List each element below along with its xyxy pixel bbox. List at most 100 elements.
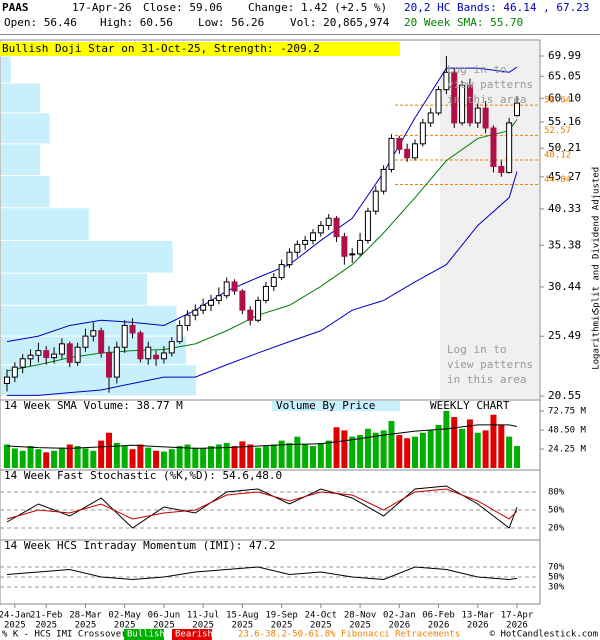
candle-body <box>106 352 112 378</box>
candle-body <box>223 281 230 297</box>
candle-body <box>396 137 403 150</box>
y-tick-label: 45.27 <box>548 170 581 183</box>
volume-bar <box>388 420 395 468</box>
separator <box>0 34 600 35</box>
x-tick-label: 06-Feb <box>422 611 455 621</box>
candle-body <box>90 330 97 337</box>
volume-by-price-bar <box>1 113 50 144</box>
x-tick-label: 17-Apr <box>501 611 534 621</box>
y-tick-label: 65.05 <box>548 69 581 82</box>
imi-line <box>6 566 518 581</box>
y-tick-label: 24.25 M <box>548 445 587 455</box>
bullish-box <box>124 629 164 640</box>
volume-bar <box>113 442 120 468</box>
open: Open: 56.46 <box>4 16 77 29</box>
volume-bar <box>11 448 18 468</box>
pattern-box <box>0 42 400 56</box>
change: Change: 1.42 (+2.5 %) <box>248 1 387 14</box>
volume-bar <box>364 428 371 468</box>
volume-bar <box>302 444 309 468</box>
bearish: Bearish <box>175 630 213 640</box>
volume-bar <box>490 414 497 468</box>
x-tick-year: 2026 <box>388 621 410 631</box>
volume-bar <box>262 446 269 468</box>
volume-bar <box>294 436 301 468</box>
candle-body <box>43 350 50 359</box>
volume-bar <box>168 449 175 468</box>
volume-bar <box>239 441 246 468</box>
volume-bar <box>341 430 348 468</box>
x-tick-year: 2025 <box>114 621 136 631</box>
volume-bar <box>380 430 387 468</box>
bearish-box <box>172 629 212 640</box>
fibonacci-label: 44.04 <box>544 175 571 185</box>
x-tick-year: 2025 <box>35 621 57 631</box>
symbol: PAAS <box>2 1 29 14</box>
candle-body <box>404 148 411 159</box>
y-tick-label: 20% <box>548 524 565 534</box>
volume-bar <box>514 446 520 468</box>
candle-body <box>302 239 309 245</box>
x-tick-year: 2025 <box>310 621 332 631</box>
stochastic-d <box>6 488 518 520</box>
volume-bar <box>286 442 293 468</box>
volume-bar <box>129 449 136 468</box>
y-tick-label: 20.55 <box>548 389 581 402</box>
label-bg <box>1 401 539 411</box>
volume-bar <box>58 447 65 468</box>
volume-bar <box>372 432 379 468</box>
x-tick-label: 11-Jul <box>187 611 220 621</box>
x-tick-year: 2025 <box>192 621 214 631</box>
y-tick-label: 60.10 <box>548 91 581 104</box>
y-tick-label: 48.50 M <box>548 426 587 436</box>
x-tick-label: 02-May <box>108 611 141 621</box>
volume-bar <box>137 444 144 468</box>
volume-by-price-bar <box>1 365 196 396</box>
volume-bar <box>106 432 112 468</box>
volume-bar <box>325 440 332 468</box>
y-tick-label: 30% <box>548 583 565 593</box>
candle-body <box>231 281 238 292</box>
candle-body <box>388 137 395 170</box>
candle-body <box>341 236 348 257</box>
high: High: 60.56 <box>100 16 173 29</box>
volume-bar <box>4 444 10 468</box>
candle-body <box>482 107 489 129</box>
volume-bar <box>255 447 262 468</box>
panel-label: 14 Week SMA Volume: 38.77 M <box>4 399 183 412</box>
candle-body <box>278 264 285 278</box>
y-tick-label: 80% <box>548 488 565 498</box>
candle-body <box>58 343 65 355</box>
candle-body <box>427 112 434 124</box>
y-tick-label: 72.75 M <box>548 407 587 417</box>
volume-bar <box>317 442 324 468</box>
imi-panel <box>0 539 541 605</box>
volume-bar <box>231 446 238 468</box>
volume-bar <box>443 409 450 468</box>
volume-bar <box>404 438 411 468</box>
candle-body <box>200 304 207 311</box>
candle-body <box>66 343 73 363</box>
candle-body <box>74 346 81 363</box>
volume-bar <box>27 446 34 468</box>
y-tick-label: 50% <box>548 506 565 516</box>
volume-bar <box>247 444 254 468</box>
candle-body <box>98 330 105 354</box>
x-tick-year: 2025 <box>75 621 97 631</box>
volume-bar <box>66 444 73 468</box>
candle-body <box>145 346 152 360</box>
candle-body <box>113 346 120 378</box>
candle-body <box>137 332 144 360</box>
side-note: Logarithmic <box>592 310 600 370</box>
panel-label: 14 Week Fast Stochastic (%K,%D): 54.6,48… <box>4 469 282 482</box>
volume-bar <box>349 436 356 468</box>
candle-body <box>192 309 199 316</box>
candle-body <box>215 295 222 301</box>
volume-by-price-bar <box>1 240 173 273</box>
fibonacci-label: 52.57 <box>544 126 571 136</box>
candle-body <box>380 168 387 192</box>
indicator-line <box>6 66 518 343</box>
candle-body <box>129 324 136 334</box>
volume-bar <box>474 432 481 468</box>
volume-bar <box>506 436 513 468</box>
